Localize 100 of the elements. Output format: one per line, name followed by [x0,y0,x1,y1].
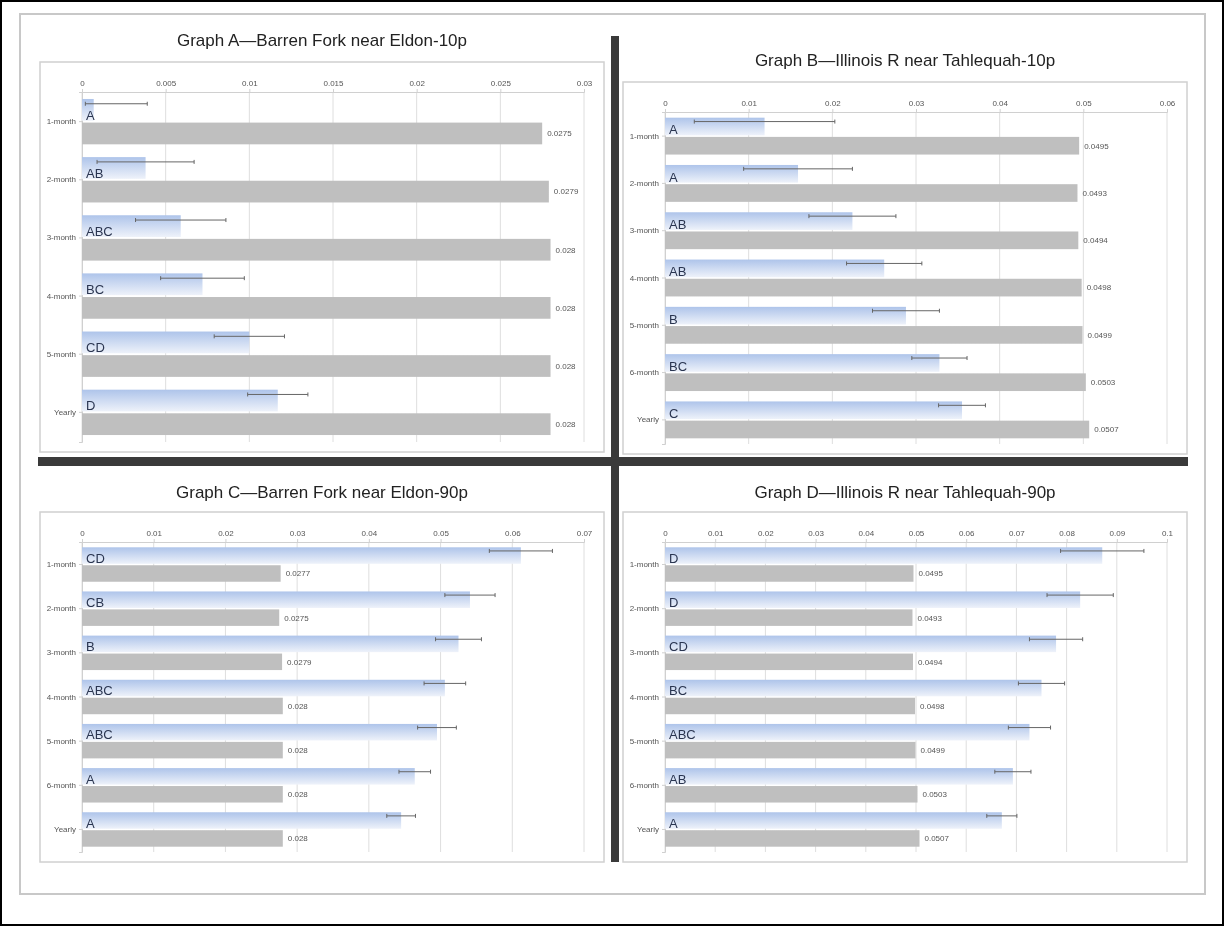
bar [82,653,283,671]
y-tick-label: 2-month [629,178,659,188]
data-label: CB [86,594,105,610]
bar [82,723,437,741]
bar [665,786,918,803]
data-label: 0.0495 [1084,141,1110,151]
bar [82,635,459,653]
bar [82,273,203,296]
y-tick-label: 1-month [629,131,659,141]
data-label: 0.028 [287,834,309,844]
x-tick-label: 0.08 [1059,529,1076,538]
y-tick-label: 5-month [46,736,76,746]
x-tick-label: 0.06 [958,529,976,538]
x-tick-label: 0.03 [576,79,593,88]
data-label: B [669,311,678,327]
x-tick-label: 0 [663,99,669,108]
bar [665,547,1103,564]
data-label: BC [669,358,688,374]
bar [82,768,415,785]
y-tick-label: 4-month [46,692,76,702]
x-tick-label: 0.02 [825,99,842,108]
bar [82,786,283,803]
bar [665,231,1079,250]
x-tick-label: 0.09 [1109,529,1126,538]
y-tick-label: Yearly [637,825,659,835]
bar [82,697,283,715]
bar [665,653,913,671]
x-tick-label: 0.005 [156,79,177,88]
bar [665,373,1086,392]
y-tick-label: 6-month [629,780,659,790]
bar [82,157,146,179]
x-tick-label: 0.07 [1009,529,1026,538]
data-label: 0.0499 [1087,330,1113,340]
data-label: 0.0499 [920,746,946,756]
y-tick-label: 1-month [46,117,76,127]
bar [82,297,551,319]
data-label: 0.028 [555,245,577,255]
bar [665,609,913,626]
bar [665,184,1078,202]
bar [665,306,906,325]
x-tick-label: 0.04 [992,99,1009,108]
x-tick-label: 0.04 [361,529,378,538]
x-tick-label: 0.03 [908,99,925,108]
data-label: 0.0493 [917,613,943,623]
x-tick-label: 0.02 [409,79,426,88]
data-label: 0.028 [555,361,577,371]
y-tick-label: 1-month [629,560,659,570]
data-label: 0.0277 [285,569,311,579]
y-tick-label: Yearly [637,415,659,425]
y-tick-label: 4-month [629,692,659,702]
data-label: BC [669,683,688,699]
bar [665,741,916,759]
data-label: CD [86,340,105,356]
data-label: A [669,815,678,831]
bar [82,180,549,203]
bar [665,697,915,715]
data-label: D [669,594,679,610]
bar [665,326,1083,344]
bar [82,331,250,354]
x-tick-label: 0.01 [242,79,259,88]
bar [665,565,914,582]
y-tick-label: 5-month [46,349,76,359]
bar [665,768,1013,785]
x-tick-label: 0.05 [433,529,450,538]
data-label: 0.0498 [920,701,946,711]
x-tick-label: 0.05 [1076,99,1093,108]
bar [82,565,281,582]
y-tick-label: 3-month [46,233,76,243]
data-label: ABC [669,727,696,743]
y-tick-label: 4-month [46,291,76,301]
bar [665,679,1042,697]
bar [82,591,470,608]
data-label: A [86,107,95,123]
data-label: BC [86,282,105,298]
y-tick-label: 2-month [46,604,76,614]
y-tick-label: 1-month [46,560,76,570]
data-label: 0.028 [287,790,309,800]
bar [665,812,1002,829]
bar [82,679,445,697]
data-label: 0.0493 [1082,188,1108,198]
y-tick-label: Yearly [54,407,76,417]
chart-title: Graph B—Illinois R near Tahlequah-10p [754,51,1056,70]
bar [82,812,402,829]
x-tick-label: 0 [80,529,86,538]
bar [82,355,551,377]
y-tick-label: 3-month [46,648,76,658]
bar [665,420,1090,439]
data-label: 0.0507 [1094,425,1120,435]
y-tick-label: 2-month [629,604,659,614]
x-tick-label: 0.06 [505,529,522,538]
y-tick-label: 3-month [629,226,659,236]
y-tick-label: 5-month [629,736,659,746]
bar [82,609,280,626]
y-tick-label: 4-month [629,273,659,283]
data-label: ABC [86,683,113,699]
chart-title: Graph C—Barren Fork near Eldon-90p [176,483,468,502]
x-tick-label: 0.03 [289,529,306,538]
bar [665,635,1057,653]
data-label: 0.028 [555,420,577,430]
data-label: 0.0275 [547,129,573,139]
